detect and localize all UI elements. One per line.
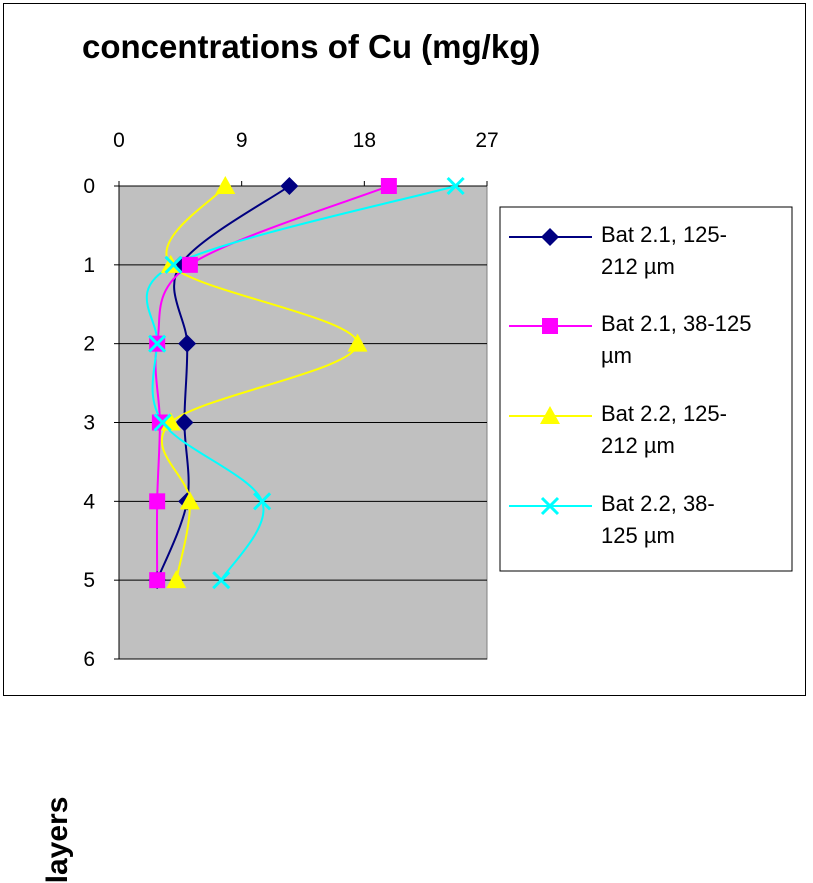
y-tick-label: 3 bbox=[83, 412, 95, 435]
legend-marker-1 bbox=[541, 228, 559, 246]
legend-marker-4 bbox=[540, 496, 560, 516]
legend-label-4: 125 µm bbox=[601, 523, 675, 548]
series-2-point bbox=[181, 256, 198, 273]
series-1-point bbox=[175, 413, 194, 432]
legend-marker-3 bbox=[540, 406, 560, 424]
x-tick-label: 9 bbox=[236, 129, 248, 152]
series-2-point bbox=[380, 178, 397, 194]
legend-label-2: Bat 2.1, 38-125 bbox=[601, 311, 751, 336]
series-3-point bbox=[179, 491, 200, 510]
x-tick-label: 0 bbox=[113, 129, 125, 152]
legend-label-1: Bat 2.1, 125- bbox=[601, 222, 727, 247]
x-tick-label: 27 bbox=[475, 129, 498, 152]
series-3-point bbox=[166, 570, 187, 589]
series-3-point bbox=[347, 333, 368, 352]
series-4-point bbox=[446, 176, 465, 196]
series-4-point bbox=[148, 334, 167, 353]
legend-label-3: 212 µm bbox=[601, 433, 675, 458]
x-tick-label: 18 bbox=[353, 129, 376, 152]
legend-label-1: 212 µm bbox=[601, 254, 675, 279]
chart-svg: 0 1 2 3 4 5 6 0 9 18 27 Bat 2.1, 125- 212 µm Bat 2.1,… bbox=[83, 129, 793, 671]
chart-title: concentrations of Cu (mg/kg) bbox=[82, 28, 541, 65]
series-4-point bbox=[153, 413, 172, 432]
legend-label-4: Bat 2.2, 38- bbox=[601, 491, 715, 516]
legend-marker-2 bbox=[542, 318, 558, 334]
series-2-point bbox=[149, 572, 166, 589]
series-line-1 bbox=[156, 185, 290, 581]
series-4-point bbox=[212, 571, 231, 590]
legend-label-2: µm bbox=[601, 343, 632, 368]
series-4-point bbox=[164, 255, 183, 274]
y-tick-label: 0 bbox=[83, 175, 95, 198]
legend-label-3: Bat 2.2, 125- bbox=[601, 401, 727, 426]
y-axis-label: layers bbox=[41, 796, 74, 883]
legend-box bbox=[499, 206, 793, 572]
y-tick-label: 6 bbox=[83, 648, 95, 671]
series-3-point bbox=[215, 176, 236, 194]
series-2-point bbox=[149, 493, 166, 510]
series-4-point bbox=[253, 492, 272, 511]
y-tick-label: 4 bbox=[83, 490, 95, 513]
series-1-point bbox=[280, 177, 299, 195]
y-tick-label: 2 bbox=[83, 333, 95, 356]
y-tick-label: 5 bbox=[83, 569, 95, 592]
series-1-point bbox=[178, 334, 197, 353]
y-tick-label: 1 bbox=[83, 254, 95, 277]
